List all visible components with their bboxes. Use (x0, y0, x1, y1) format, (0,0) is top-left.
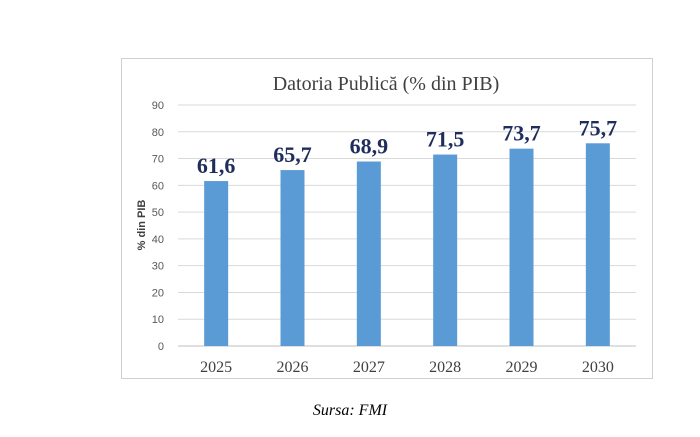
gridlines (178, 104, 636, 347)
data-label: 65,7 (273, 142, 312, 167)
bar (509, 148, 534, 346)
y-tick-label: 60 (152, 180, 164, 192)
bar (356, 161, 381, 346)
x-axis-ticks: 2025 2026 2027 2028 2029 2030 (200, 359, 614, 376)
data-label: 61,6 (197, 153, 236, 178)
y-tick-label: 0 (158, 341, 164, 353)
data-label: 68,9 (350, 134, 389, 159)
y-tick-label: 40 (152, 234, 164, 246)
bar (204, 181, 229, 346)
y-tick-label: 20 (152, 287, 164, 299)
y-tick-label: 50 (152, 207, 164, 219)
y-tick-label: 10 (152, 314, 164, 326)
y-tick-label: 80 (152, 127, 164, 139)
source-note: Sursa: FMI (312, 402, 388, 419)
x-tick-label: 2028 (429, 359, 461, 376)
bars (204, 143, 610, 346)
data-labels: 61,6 65,7 68,9 71,5 73,7 75,7 (197, 115, 617, 178)
bar (280, 170, 305, 346)
chart-title: Datoria Publică (% din PIB) (273, 73, 500, 95)
x-tick-label: 2025 (200, 359, 232, 376)
data-label: 75,7 (579, 115, 618, 140)
data-label: 73,7 (502, 121, 541, 146)
x-tick-label: 2026 (277, 359, 309, 376)
bar (433, 154, 458, 346)
data-label: 71,5 (426, 127, 465, 152)
x-tick-label: 2030 (582, 359, 614, 376)
y-axis-label: % din PIB (136, 200, 148, 251)
x-tick-label: 2027 (353, 359, 385, 376)
y-tick-label: 30 (152, 261, 164, 273)
x-tick-label: 2029 (506, 359, 538, 376)
bar (585, 143, 610, 346)
y-tick-label: 70 (152, 154, 164, 166)
y-tick-label: 90 (152, 100, 164, 112)
y-axis-ticks: 0 10 20 30 40 50 60 70 80 90 (152, 100, 164, 353)
